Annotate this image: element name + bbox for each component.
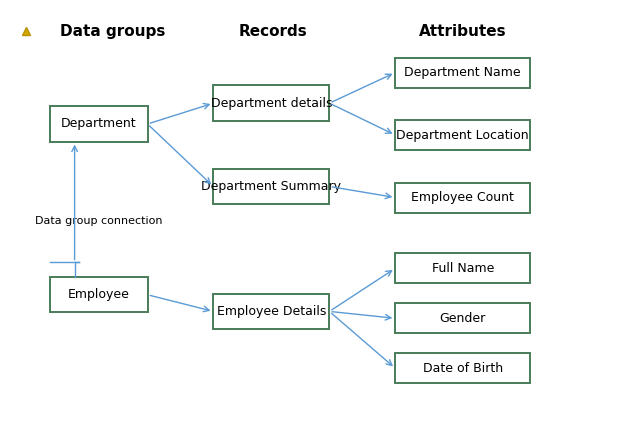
Text: Department Location: Department Location — [396, 128, 529, 142]
FancyBboxPatch shape — [213, 85, 330, 121]
FancyBboxPatch shape — [213, 169, 330, 204]
Text: Data groups: Data groups — [60, 24, 165, 39]
FancyBboxPatch shape — [396, 57, 530, 88]
Text: Gender: Gender — [440, 312, 486, 325]
Text: Attributes: Attributes — [419, 24, 507, 39]
FancyBboxPatch shape — [213, 294, 330, 329]
Text: Department Name: Department Name — [404, 66, 521, 79]
FancyBboxPatch shape — [396, 303, 530, 333]
FancyBboxPatch shape — [51, 277, 148, 312]
FancyBboxPatch shape — [396, 120, 530, 150]
Text: Full Name: Full Name — [431, 262, 494, 275]
Text: Department details: Department details — [211, 96, 332, 110]
Text: Employee: Employee — [68, 288, 130, 301]
Text: Employee Count: Employee Count — [412, 191, 514, 204]
Text: Department Summary: Department Summary — [202, 180, 341, 193]
Text: Department: Department — [61, 117, 137, 130]
Text: Data group connection: Data group connection — [35, 216, 162, 226]
Text: Employee Details: Employee Details — [217, 305, 326, 318]
FancyBboxPatch shape — [396, 353, 530, 383]
Text: Date of Birth: Date of Birth — [422, 362, 503, 375]
FancyBboxPatch shape — [51, 106, 148, 142]
FancyBboxPatch shape — [396, 253, 530, 283]
FancyBboxPatch shape — [396, 182, 530, 212]
Text: Records: Records — [239, 24, 307, 39]
